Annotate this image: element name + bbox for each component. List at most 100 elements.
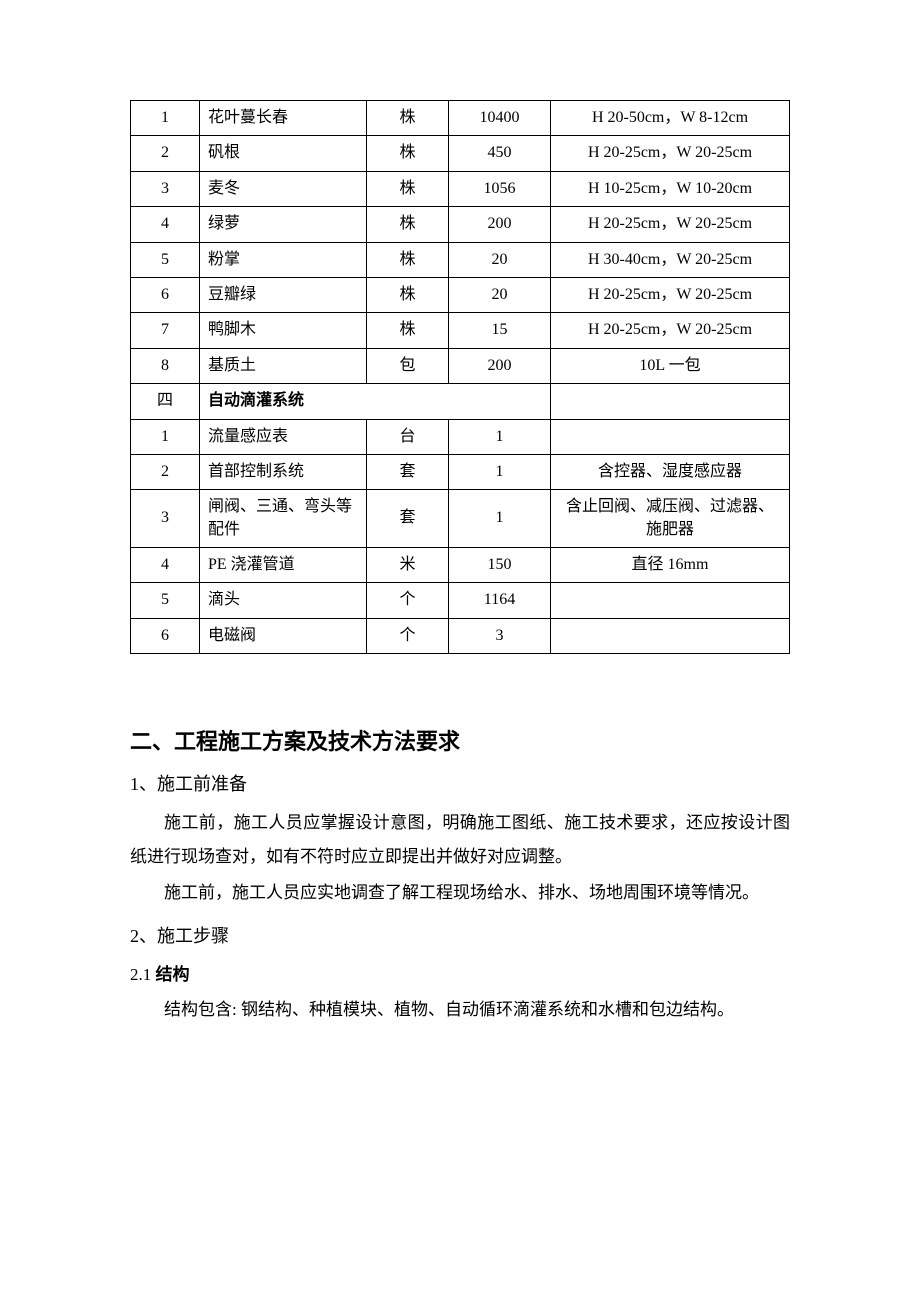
cell-qty: 1 — [449, 454, 551, 489]
cell-id: 3 — [131, 171, 200, 206]
cell-unit: 台 — [367, 419, 449, 454]
cell-id: 1 — [131, 101, 200, 136]
cell-spec: 10L 一包 — [551, 348, 790, 383]
subsub-prefix: 2.1 — [130, 965, 156, 984]
cell-id: 1 — [131, 419, 200, 454]
cell-spec — [551, 618, 790, 653]
cell-id: 4 — [131, 548, 200, 583]
cell-unit: 株 — [367, 313, 449, 348]
table-row: 3麦冬株1056H 10-25cm，W 10-20cm — [131, 171, 790, 206]
cell-qty: 200 — [449, 207, 551, 242]
table-row: 1花叶蔓长春株10400H 20-50cm，W 8-12cm — [131, 101, 790, 136]
cell-qty: 20 — [449, 277, 551, 312]
subheading-1: 1、施工前准备 — [130, 770, 790, 796]
cell-spec: H 20-25cm，W 20-25cm — [551, 313, 790, 348]
cell-name: 鸭脚木 — [200, 313, 367, 348]
cell-unit: 株 — [367, 136, 449, 171]
table-row: 四自动滴灌系统 — [131, 384, 790, 419]
table-row: 5粉掌株20H 30-40cm，W 20-25cm — [131, 242, 790, 277]
cell-section-name: 自动滴灌系统 — [200, 384, 551, 419]
cell-spec — [551, 583, 790, 618]
cell-spec: H 20-50cm，W 8-12cm — [551, 101, 790, 136]
subsub-bold: 结构 — [156, 965, 190, 984]
materials-table-body: 1花叶蔓长春株10400H 20-50cm，W 8-12cm2矾根株450H 2… — [131, 101, 790, 654]
cell-id: 6 — [131, 618, 200, 653]
subsubheading-21: 2.1 结构 — [130, 960, 790, 985]
cell-id: 四 — [131, 384, 200, 419]
cell-spec: H 20-25cm，W 20-25cm — [551, 277, 790, 312]
section-heading-2: 二、工程施工方案及技术方法要求 — [130, 724, 790, 756]
cell-name: 基质土 — [200, 348, 367, 383]
cell-id: 7 — [131, 313, 200, 348]
table-row: 4PE 浇灌管道米150直径 16mm — [131, 548, 790, 583]
cell-spec: 含止回阀、减压阀、过滤器、施肥器 — [551, 490, 790, 548]
cell-spec: 含控器、湿度感应器 — [551, 454, 790, 489]
cell-qty: 20 — [449, 242, 551, 277]
table-row: 6豆瓣绿株20H 20-25cm，W 20-25cm — [131, 277, 790, 312]
cell-qty: 3 — [449, 618, 551, 653]
cell-spec — [551, 384, 790, 419]
table-row: 7鸭脚木株15H 20-25cm，W 20-25cm — [131, 313, 790, 348]
cell-qty: 1 — [449, 490, 551, 548]
cell-id: 8 — [131, 348, 200, 383]
cell-name: 滴头 — [200, 583, 367, 618]
cell-unit: 株 — [367, 277, 449, 312]
paragraph: 施工前，施工人员应实地调查了解工程现场给水、排水、场地周围环境等情况。 — [130, 876, 790, 910]
table-row: 2矾根株450H 20-25cm，W 20-25cm — [131, 136, 790, 171]
subheading-2: 2、施工步骤 — [130, 922, 790, 948]
materials-table: 1花叶蔓长春株10400H 20-50cm，W 8-12cm2矾根株450H 2… — [130, 100, 790, 654]
cell-name: 电磁阀 — [200, 618, 367, 653]
cell-unit: 个 — [367, 583, 449, 618]
table-row: 8基质土包20010L 一包 — [131, 348, 790, 383]
cell-name: PE 浇灌管道 — [200, 548, 367, 583]
cell-name: 花叶蔓长春 — [200, 101, 367, 136]
cell-name: 粉掌 — [200, 242, 367, 277]
cell-unit: 套 — [367, 490, 449, 548]
cell-unit: 米 — [367, 548, 449, 583]
cell-id: 6 — [131, 277, 200, 312]
document-page: 1花叶蔓长春株10400H 20-50cm，W 8-12cm2矾根株450H 2… — [0, 0, 920, 1302]
cell-qty: 1 — [449, 419, 551, 454]
cell-unit: 株 — [367, 242, 449, 277]
cell-id: 4 — [131, 207, 200, 242]
cell-id: 5 — [131, 242, 200, 277]
cell-unit: 套 — [367, 454, 449, 489]
cell-qty: 15 — [449, 313, 551, 348]
cell-name: 流量感应表 — [200, 419, 367, 454]
cell-name: 绿萝 — [200, 207, 367, 242]
cell-unit: 个 — [367, 618, 449, 653]
table-row: 2首部控制系统套1含控器、湿度感应器 — [131, 454, 790, 489]
cell-name: 矾根 — [200, 136, 367, 171]
cell-unit: 株 — [367, 207, 449, 242]
cell-id: 5 — [131, 583, 200, 618]
cell-qty: 10400 — [449, 101, 551, 136]
cell-spec — [551, 419, 790, 454]
cell-name: 豆瓣绿 — [200, 277, 367, 312]
table-row: 3闸阀、三通、弯头等配件套1含止回阀、减压阀、过滤器、施肥器 — [131, 490, 790, 548]
cell-spec: H 20-25cm，W 20-25cm — [551, 207, 790, 242]
cell-name: 首部控制系统 — [200, 454, 367, 489]
table-row: 6电磁阀个3 — [131, 618, 790, 653]
cell-id: 3 — [131, 490, 200, 548]
cell-unit: 株 — [367, 101, 449, 136]
cell-id: 2 — [131, 454, 200, 489]
cell-name: 麦冬 — [200, 171, 367, 206]
cell-unit: 包 — [367, 348, 449, 383]
cell-qty: 450 — [449, 136, 551, 171]
cell-qty: 1056 — [449, 171, 551, 206]
paragraph: 结构包含: 钢结构、种植模块、植物、自动循环滴灌系统和水槽和包边结构。 — [130, 993, 790, 1027]
cell-spec: 直径 16mm — [551, 548, 790, 583]
table-row: 4绿萝株200H 20-25cm，W 20-25cm — [131, 207, 790, 242]
table-row: 5滴头个1164 — [131, 583, 790, 618]
cell-spec: H 30-40cm，W 20-25cm — [551, 242, 790, 277]
cell-qty: 150 — [449, 548, 551, 583]
cell-spec: H 10-25cm，W 10-20cm — [551, 171, 790, 206]
cell-spec: H 20-25cm，W 20-25cm — [551, 136, 790, 171]
cell-qty: 200 — [449, 348, 551, 383]
cell-qty: 1164 — [449, 583, 551, 618]
cell-name: 闸阀、三通、弯头等配件 — [200, 490, 367, 548]
cell-id: 2 — [131, 136, 200, 171]
cell-unit: 株 — [367, 171, 449, 206]
paragraph: 施工前，施工人员应掌握设计意图，明确施工图纸、施工技术要求，还应按设计图纸进行现… — [130, 806, 790, 874]
table-row: 1流量感应表台1 — [131, 419, 790, 454]
